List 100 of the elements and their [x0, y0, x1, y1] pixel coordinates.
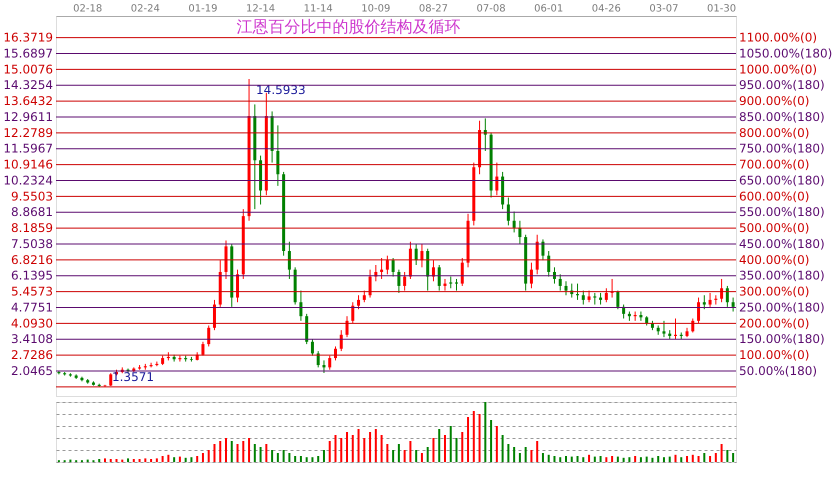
bar: [703, 453, 706, 462]
y-tick-label: 9.5503: [11, 189, 53, 204]
candlestick: [357, 294, 360, 310]
bar: [260, 447, 262, 462]
bar: [456, 438, 458, 462]
ref-line-label: 950.00%(180): [739, 78, 825, 92]
candlestick: [512, 210, 516, 233]
x-tick-label: 02-18: [73, 4, 102, 14]
bar: [432, 438, 434, 462]
bar: [173, 457, 176, 462]
candlestick: [604, 288, 608, 303]
y-tick-label: 7.5038: [11, 236, 53, 251]
candlestick: [351, 302, 354, 324]
bar: [524, 447, 527, 462]
candlestick: [212, 299, 216, 331]
x-tick-label: 11-14: [304, 4, 333, 14]
candlestick: [236, 269, 240, 303]
y-tick-label: 8.8681: [11, 205, 53, 220]
bar: [328, 441, 331, 462]
candlestick: [588, 290, 591, 303]
y-tick-label: 11.5967: [3, 142, 53, 156]
candlestick: [714, 294, 718, 306]
x-tick-label: 07-08: [476, 4, 506, 14]
bar: [271, 450, 274, 462]
bar: [213, 444, 216, 462]
candlestick: [161, 355, 164, 366]
y-tick-label: 13.6432: [3, 94, 53, 108]
candlestick: [328, 355, 332, 370]
y-tick-label: 14.3254: [3, 78, 53, 92]
bar: [640, 457, 642, 462]
bar: [698, 456, 700, 462]
bar: [496, 426, 498, 462]
ref-line-label: 750.00%(180): [739, 142, 825, 156]
bar: [317, 456, 320, 462]
candlestick: [438, 264, 441, 292]
candlestick: [414, 244, 418, 266]
candlestick: [656, 324, 660, 336]
bar: [467, 417, 470, 462]
candlestick: [362, 290, 366, 303]
y-tick-label: 6.8216: [11, 252, 53, 267]
y-tick-label: 4.0930: [11, 316, 53, 330]
bar: [530, 450, 532, 462]
bar: [374, 429, 377, 462]
candlestick: [518, 220, 522, 245]
y-tick-label: 8.1859: [11, 221, 53, 236]
bar: [726, 450, 728, 462]
bar: [322, 450, 325, 462]
candlestick: [564, 280, 568, 296]
candlestick: [207, 324, 210, 347]
bar: [559, 457, 562, 462]
bar: [265, 444, 268, 462]
candlestick: [386, 255, 389, 275]
bar: [98, 459, 100, 462]
bar: [340, 438, 342, 462]
ref-line-label: 800.00%(0): [739, 126, 810, 140]
bar: [190, 457, 192, 462]
bar: [426, 447, 429, 462]
bar: [657, 456, 660, 462]
bar: [300, 456, 302, 462]
bar: [369, 432, 372, 462]
bar: [438, 429, 440, 462]
x-tick-label: 08-27: [418, 4, 448, 14]
bar: [548, 454, 550, 462]
candlestick: [645, 316, 648, 326]
bar: [565, 456, 567, 462]
bar: [709, 456, 712, 462]
bar: [570, 456, 573, 462]
candlestick: [403, 271, 406, 292]
y-tick-label: 10.9146: [3, 158, 53, 172]
candlestick: [346, 316, 349, 338]
bar: [132, 459, 135, 462]
bar: [472, 411, 475, 462]
candlestick: [708, 292, 712, 308]
ref-line-label: 250.00%(180): [739, 300, 825, 314]
bar: [502, 435, 504, 462]
bar: [594, 456, 596, 462]
candlestick: [443, 278, 446, 292]
candlestick: [288, 241, 291, 280]
bar: [334, 435, 336, 462]
x-tick-label: 03-07: [649, 4, 678, 14]
candlestick: [276, 124, 280, 186]
ref-line-label: 50.00%(180): [739, 364, 818, 378]
bar: [542, 453, 544, 462]
bar: [276, 453, 279, 462]
bar: [611, 456, 614, 462]
bar: [415, 450, 418, 462]
candlestick: [530, 262, 533, 289]
candlestick: [547, 250, 550, 278]
candlestick: [732, 297, 735, 312]
bar: [202, 453, 204, 462]
candlestick: [299, 290, 302, 322]
y-tick-label: 16.3719: [3, 30, 53, 45]
candlestick: [109, 372, 112, 386]
candlestick: [582, 290, 585, 306]
bar: [311, 457, 314, 462]
bar: [110, 459, 112, 462]
ref-line-label: 450.00%(180): [739, 236, 825, 251]
bar: [178, 456, 181, 462]
bar: [680, 457, 682, 462]
bar: [484, 402, 486, 462]
